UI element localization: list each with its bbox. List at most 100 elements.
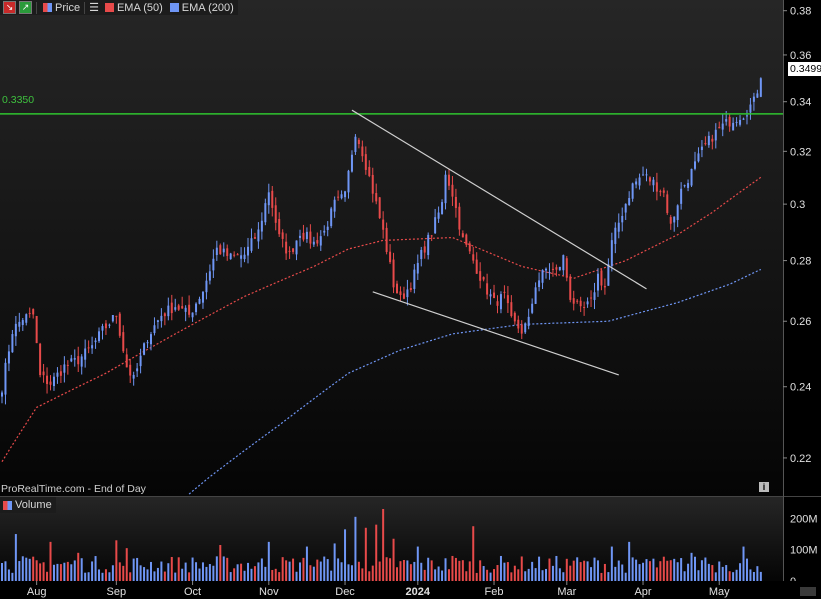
- time-tick-label: Dec: [335, 586, 355, 598]
- candle-body: [39, 343, 42, 376]
- candle-body: [489, 294, 492, 297]
- candle-body: [697, 153, 700, 162]
- candle-body: [683, 185, 686, 187]
- candle-body: [593, 292, 596, 300]
- volume-bar: [714, 572, 717, 581]
- candle-body: [486, 283, 489, 295]
- candle-body: [281, 232, 284, 239]
- volume-bar: [600, 572, 603, 581]
- volume-bar: [222, 556, 225, 581]
- volume-bar: [70, 564, 73, 581]
- arrow-down-icon[interactable]: ↘: [3, 1, 16, 14]
- volume-bar: [66, 561, 69, 581]
- candle-body: [347, 170, 350, 193]
- candle-body: [153, 325, 156, 334]
- candle-body: [205, 280, 208, 293]
- axis-scroll-handle: [800, 587, 816, 596]
- candle-body: [437, 212, 440, 219]
- volume-bar: [198, 568, 201, 581]
- candle-body: [73, 358, 76, 360]
- volume-bar: [423, 569, 426, 581]
- candle-body: [506, 295, 509, 304]
- candle-body: [628, 198, 631, 205]
- info-icon[interactable]: i: [759, 482, 769, 492]
- volume-bar: [18, 561, 21, 581]
- volume-bar: [645, 559, 648, 581]
- volume-bar: [191, 557, 194, 581]
- candle-body: [226, 248, 229, 256]
- price-tick-label: 0.36: [790, 50, 811, 62]
- candle-body: [333, 199, 336, 212]
- volume-bar: [361, 568, 364, 581]
- candle-body: [465, 234, 468, 245]
- candle-body: [645, 174, 648, 176]
- candle-body: [18, 321, 21, 327]
- candle-body: [94, 340, 97, 343]
- volume-bar: [347, 564, 350, 581]
- volume-bar: [136, 557, 139, 581]
- volume-bar: [392, 538, 395, 581]
- candle-body: [344, 191, 347, 198]
- arrow-up-icon[interactable]: ↗: [19, 1, 32, 14]
- volume-bar: [375, 524, 378, 581]
- volume-bar: [49, 541, 52, 581]
- volume-bar: [590, 567, 593, 581]
- volume-bar: [195, 562, 198, 581]
- candle-body: [493, 292, 496, 299]
- volume-bar: [756, 566, 759, 581]
- candle-body: [87, 347, 90, 349]
- candle-body: [32, 309, 35, 315]
- volume-bar: [122, 565, 125, 581]
- volume-bar: [292, 558, 295, 581]
- candle-body: [302, 232, 305, 240]
- volume-bar: [229, 572, 232, 581]
- volume-bar: [683, 571, 686, 581]
- candle-body: [725, 119, 728, 122]
- candle-body: [742, 118, 745, 120]
- candle-body: [617, 222, 620, 232]
- candle-body: [513, 312, 516, 322]
- candle-body: [545, 268, 548, 271]
- candle-body: [340, 194, 343, 199]
- volume-bar: [482, 566, 485, 581]
- candle-body: [458, 206, 461, 230]
- volume-bar: [565, 558, 568, 581]
- menu-icon[interactable]: ☰: [89, 2, 99, 14]
- volume-bar: [548, 558, 551, 581]
- volume-bar: [63, 562, 66, 581]
- volume-bar: [704, 557, 707, 581]
- volume-bar: [406, 560, 409, 581]
- volume-bar: [576, 557, 579, 581]
- candle-body: [59, 371, 62, 376]
- volume-bar: [437, 566, 440, 581]
- volume-bar: [534, 568, 537, 581]
- candle-body: [472, 254, 475, 261]
- volume-bar: [402, 559, 405, 581]
- volume-bar: [503, 562, 506, 581]
- volume-bar: [506, 562, 509, 581]
- candle-body: [603, 285, 606, 288]
- volume-bar: [260, 558, 263, 581]
- volume-bar: [59, 564, 62, 581]
- candle-body: [707, 135, 710, 146]
- candle-body: [156, 320, 159, 322]
- volume-bar: [752, 571, 755, 581]
- volume-bar: [156, 567, 159, 581]
- candle-body: [749, 104, 752, 113]
- volume-bar: [759, 571, 762, 581]
- volume-bar: [447, 569, 450, 581]
- volume-bar: [648, 561, 651, 581]
- candle-body: [655, 182, 658, 192]
- candle-body: [427, 234, 430, 256]
- volume-bar: [555, 555, 558, 581]
- volume-bar: [382, 509, 385, 581]
- candle-body: [361, 146, 364, 157]
- ema50-line: [1, 176, 762, 463]
- candle-body: [46, 375, 49, 385]
- candle-body: [250, 238, 253, 251]
- candle-body: [42, 371, 45, 376]
- candle-body: [721, 123, 724, 130]
- candle-body: [184, 307, 187, 312]
- time-axis-bg: [0, 581, 821, 599]
